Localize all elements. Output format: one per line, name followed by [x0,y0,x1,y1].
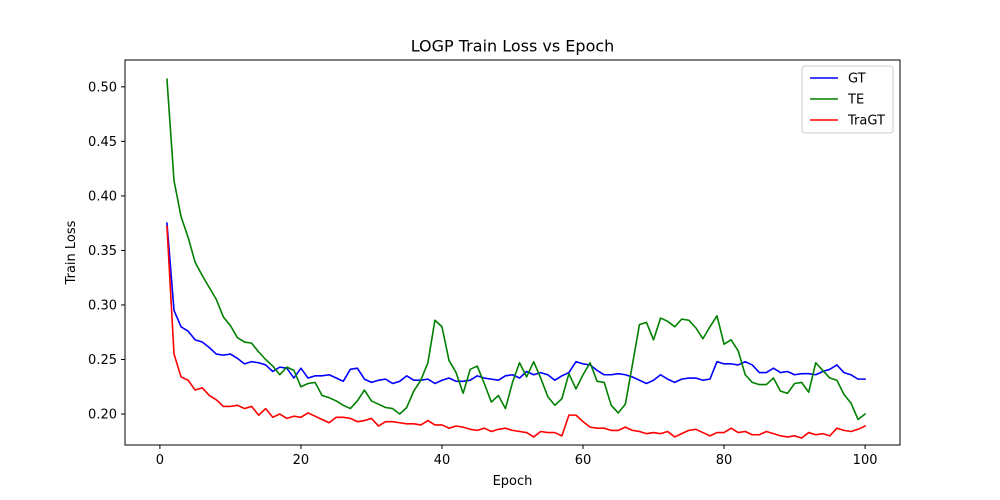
legend: GT TE TraGT [801,65,894,134]
y-axis: 0.20 0.25 0.30 0.35 0.40 0.45 0.50 [88,80,125,423]
x-tick-label: 60 [575,453,592,468]
plot-area [124,59,901,446]
y-tick-label: 0.45 [88,135,117,150]
legend-label-te: TE [847,93,864,108]
x-tick-label: 100 [853,453,878,468]
y-tick-label: 0.35 [88,244,117,259]
series-line-gt [166,222,866,385]
y-tick-label: 0.20 [88,408,117,423]
series-layer [166,78,867,439]
legend-frame [801,65,894,134]
x-tick-label: 0 [156,453,164,468]
series-line-tragt [166,225,867,439]
axes-frame [124,59,901,446]
x-axis-label: Epoch [493,474,533,489]
y-tick-label: 0.30 [88,298,117,313]
y-tick-label: 0.50 [88,80,117,95]
legend-items: GT TE TraGT [810,72,885,129]
legend-label-tragt: TraGT [847,114,885,129]
series-line-te [166,78,867,421]
legend-label-gt: GT [848,72,866,87]
x-tick-label: 40 [434,453,451,468]
y-tick-label: 0.40 [88,189,117,204]
y-tick-label: 0.25 [88,353,117,368]
x-tick-label: 80 [716,453,733,468]
x-tick-label: 20 [293,453,310,468]
chart-title: LOGP Train Loss vs Epoch [411,37,615,56]
y-axis-label: Train Loss [64,220,79,285]
x-axis: 0 20 40 60 80 100 [156,445,878,468]
